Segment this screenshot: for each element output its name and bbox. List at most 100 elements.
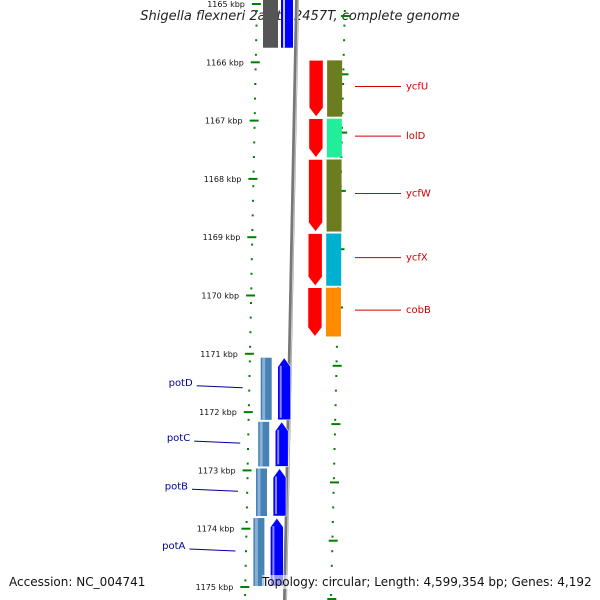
left-track-dot: [254, 97, 256, 100]
left-track-dot: [245, 550, 247, 553]
left-track-dot: [246, 477, 249, 480]
gene-potD-cog-bar: [260, 357, 272, 420]
left-track-dot: [249, 331, 252, 334]
gene-ycfU-label: ycfU: [406, 82, 428, 93]
kbp-tick-label: 1172 kbp: [199, 408, 237, 417]
gene-lolD-cog-bar: [326, 118, 342, 158]
right-track-dot: [342, 83, 345, 85]
gene-layer: [253, 0, 343, 587]
left-track-dot: [246, 462, 249, 465]
map-title: Shigella flexneri 2a str. 2457T, complet…: [140, 9, 460, 24]
backbone-curve: [283, 0, 299, 600]
backbone-highlight: [285, 0, 299, 600]
left-track-dot: [251, 229, 254, 231]
gene-ycfW-label: ycfW: [406, 189, 431, 200]
left-track-dot: [247, 448, 249, 450]
right-track-dot: [334, 389, 337, 392]
left-track-dot: [254, 53, 257, 56]
left-track-dot: [255, 10, 258, 12]
left-track-dot: [248, 375, 251, 377]
right-track-dot: [342, 68, 345, 71]
partial-cog-bar: [263, 0, 278, 48]
right-track-dot: [332, 491, 335, 494]
kbp-tick-label: 1168 kbp: [204, 175, 242, 184]
gene-cobB-label: cobB: [406, 305, 431, 316]
right-track-dot: [335, 375, 338, 377]
left-track-dot: [248, 360, 251, 363]
gene-potD-label: potD: [169, 378, 193, 389]
right-track-dot: [332, 506, 335, 509]
right-track-dot: [331, 550, 334, 553]
right-track-dot: [330, 594, 333, 596]
gene-ycfW-arrow: [308, 159, 323, 233]
gene-potD-leader: [196, 385, 243, 389]
gene-ycfW-cog-bar: [326, 159, 342, 232]
gene-potD-shine: [279, 365, 282, 418]
genome-summary: Topology: circular; Length: 4,599,354 bp…: [262, 575, 592, 589]
gene-potC-cog-bar: [258, 421, 270, 467]
left-track-dot: [250, 272, 253, 275]
left-track-dot: [255, 24, 258, 27]
left-track-dot: [252, 185, 255, 188]
gene-potB-shine: [275, 476, 277, 515]
gene-cobB-cog-bar: [325, 287, 341, 337]
gene-ycfU-cog-bar: [327, 60, 343, 117]
gene-ycfX-arrow: [307, 233, 323, 287]
gene-potA-leader: [189, 548, 236, 552]
right-track-dot: [343, 39, 346, 42]
gene-potA-cog-bar: [253, 518, 265, 586]
gene-potD-cog-shine: [262, 357, 266, 420]
kbp-tick-label: 1174 kbp: [197, 525, 235, 534]
right-track-dot: [333, 448, 336, 450]
gene-ycfX-label: ycfX: [406, 253, 428, 264]
right-track-dot: [343, 24, 346, 27]
kbp-tick-label: 1165 kbp: [207, 0, 245, 9]
left-track-dot: [249, 345, 252, 348]
backbone-layer: [283, 0, 299, 600]
kbp-tick-label: 1169 kbp: [203, 233, 241, 242]
kbp-tick-label: 1166 kbp: [206, 58, 244, 67]
left-track-dot: [252, 199, 254, 202]
left-track-dot: [245, 506, 248, 509]
kbp-tick-label: 1170 kbp: [201, 292, 239, 301]
accession-label: Accession: NC_004741: [9, 575, 146, 589]
gene-potC-shine: [277, 429, 280, 465]
gene-potA-cog-shine: [254, 518, 258, 586]
kbp-tick-label: 1175 kbp: [196, 583, 234, 592]
kbp-tick-label: 1173 kbp: [198, 466, 236, 475]
tick-layer: 1165 kbp 1166 kbp 1167 kbp 1168 kbp 1169 kbp…: [196, 0, 350, 600]
left-track-dot: [248, 389, 251, 392]
partial-gene-shine: [283, 0, 285, 48]
right-track-dot: [342, 53, 345, 56]
right-track-dot: [331, 535, 334, 538]
gene-potC-label: potC: [167, 433, 190, 444]
gene-potB-cog-shine: [257, 468, 261, 517]
right-track-dot: [334, 418, 337, 421]
right-track-dot: [333, 433, 336, 436]
left-track-dot: [254, 68, 257, 71]
partial-gene-bar: [281, 0, 293, 48]
gene-lolD-arrow: [308, 118, 324, 158]
gene-potA-label: potA: [162, 541, 185, 552]
gene-potC-arrow: [274, 421, 289, 467]
left-track-dot: [253, 126, 256, 129]
left-track-dot: [244, 594, 247, 596]
gene-potD-arrow: [277, 357, 292, 421]
left-track-dot: [244, 579, 247, 582]
right-track-dot: [330, 564, 333, 567]
left-track-dot: [252, 170, 255, 173]
kbp-tick-label: 1171 kbp: [200, 350, 238, 359]
left-track-dot: [253, 141, 256, 144]
left-track-dot: [250, 258, 253, 261]
gene-potC-cog-shine: [259, 421, 263, 467]
gene-potC-leader: [194, 440, 241, 444]
right-track-dot: [333, 462, 336, 465]
left-track-dot: [245, 521, 248, 523]
gene-potB-leader: [191, 488, 239, 492]
left-track-dot: [245, 535, 248, 538]
gene-cobB-arrow: [307, 287, 323, 337]
right-track-dot: [343, 10, 346, 12]
left-track-dot: [251, 243, 254, 246]
gene-ycfU-arrow: [308, 60, 324, 118]
gene-ycfX-cog-bar: [326, 233, 342, 286]
